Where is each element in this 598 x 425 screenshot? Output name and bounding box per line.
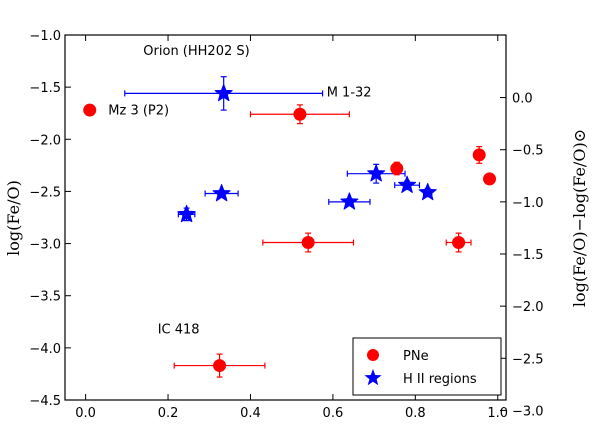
pne-point: [390, 161, 404, 175]
y-tick-label: −1.5: [29, 81, 61, 96]
legend: PNe H II regions: [352, 337, 502, 396]
y-tick-label: −4.0: [29, 342, 61, 357]
y2-axis-title: log(Fe/O)−log(Fe/O)⊙: [570, 129, 589, 307]
y2-tick-label: −2.0: [512, 300, 544, 315]
h-ii-regions-point: [214, 83, 233, 102]
h-ii-regions-point: [398, 175, 417, 193]
y-tick-label: −4.5: [29, 394, 61, 409]
pne-point: [301, 236, 315, 250]
annotation-label: M 1-32: [327, 86, 372, 101]
y-tick-label: −3.5: [29, 290, 61, 305]
annotation-label: Orion (HH202 S): [143, 44, 249, 59]
y2-tick-label: −3.0: [512, 404, 544, 419]
y2-tick-label: −1.5: [512, 248, 544, 263]
y2-tick-label: −0.5: [512, 144, 544, 159]
data-markers: [83, 83, 497, 373]
h-ii-regions-point: [177, 204, 196, 223]
legend-marker-pne: [367, 349, 379, 361]
pne-point: [483, 172, 497, 186]
x-tick-label: 0.6: [323, 406, 344, 421]
y-tick-label: −2.5: [29, 185, 61, 200]
pne-point: [213, 359, 227, 373]
legend-box: [352, 337, 502, 396]
pne-point: [83, 103, 97, 117]
annotations: Orion (HH202 S) Mz 3 (P2) M 1-32 IC 418: [108, 44, 371, 337]
x-tick-label: 1.0: [487, 406, 508, 421]
h-ii-regions-point: [212, 184, 231, 202]
y2-tick-label: −1.0: [512, 196, 544, 211]
annotation-label: Mz 3 (P2): [108, 103, 169, 118]
x-tick-label: 0.4: [240, 406, 261, 421]
y-axis-title: log(Fe/O): [4, 180, 23, 256]
y-tick-label: −2.0: [29, 133, 61, 148]
x-tick-label: 0.0: [75, 406, 96, 421]
legend-marker-hii: [364, 369, 382, 386]
h-ii-regions-point: [367, 164, 386, 182]
pne-point: [472, 148, 486, 162]
legend-items: PNe H II regions: [364, 349, 477, 387]
y-tick-label: −3.0: [29, 238, 61, 253]
x-tick-label: 0.2: [158, 406, 179, 421]
y2-tick-label: 0.0: [512, 92, 533, 107]
pne-point: [293, 107, 307, 121]
x-tick-label: 0.8: [405, 406, 426, 421]
annotation-label: IC 418: [158, 322, 200, 337]
y-tick-label: −1.0: [29, 29, 61, 44]
legend-label: PNe: [403, 349, 429, 364]
h-ii-regions-point: [418, 182, 437, 201]
y2-tick-label: −2.5: [512, 352, 544, 367]
legend-label: H II regions: [403, 372, 477, 387]
pne-point: [452, 236, 466, 250]
h-ii-regions-point: [340, 192, 359, 210]
